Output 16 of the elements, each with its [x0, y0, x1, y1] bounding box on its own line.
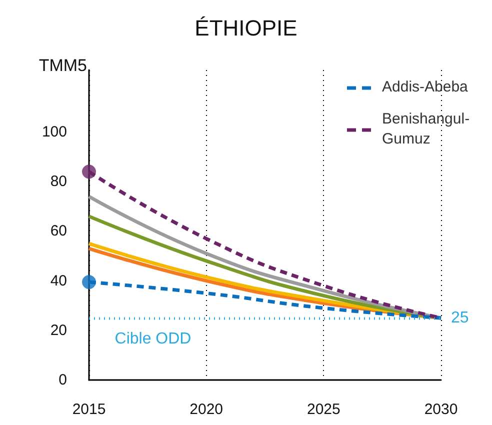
x-tick-label: 2025 [306, 401, 340, 418]
annotation: Cible ODD [114, 330, 192, 348]
x-tick-label: 2030 [424, 401, 458, 418]
y-tick-label: 0 [58, 372, 67, 388]
y-axis-title: TMM5 [38, 56, 87, 75]
y-tick-label: 20 [50, 322, 67, 339]
chart-title: ÉTHIOPIE [194, 16, 298, 40]
y-tick-label: 40 [50, 272, 67, 290]
y-tick-label: 100 [42, 124, 67, 140]
y-tick-label: 80 [50, 173, 67, 190]
ref-line-label: 25 [451, 310, 469, 326]
legend-label: Benishangul-Gumuz [382, 110, 470, 148]
x-tick-label: 2020 [190, 401, 224, 418]
legend-label: Addis-Abeba [382, 78, 469, 96]
y-tick-label: 60 [50, 222, 67, 240]
x-tick-label: 2015 [72, 401, 106, 418]
